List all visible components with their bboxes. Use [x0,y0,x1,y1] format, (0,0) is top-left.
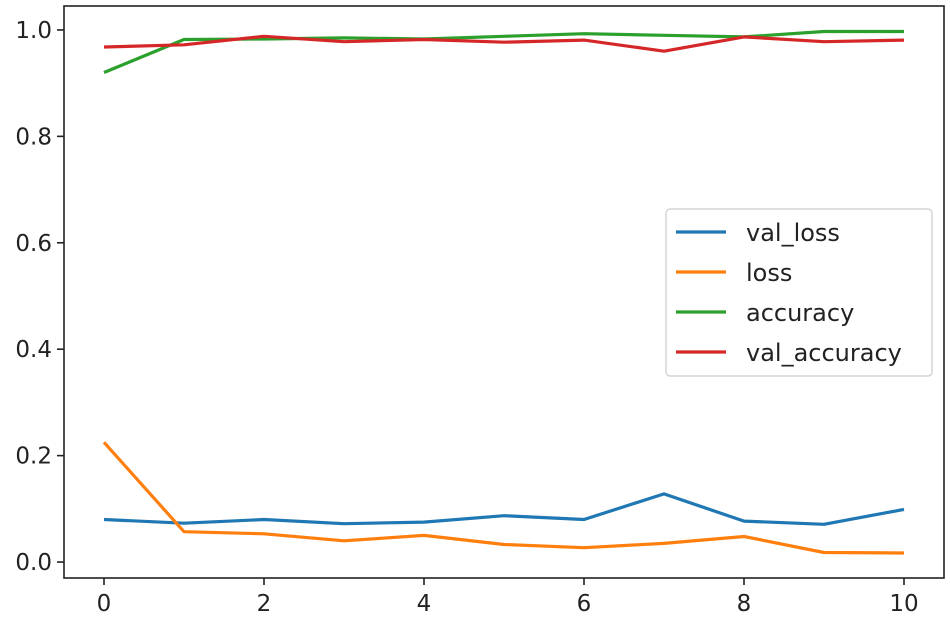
y-tick-label: 0.4 [15,337,52,363]
legend-label: accuracy [746,299,854,327]
series-line-val-loss [103,492,905,526]
axis-ticks: 0 2 4 6 8 10 0.0 0.2 0.4 0.6 0.8 1.0 [15,18,918,617]
y-tick-label: 0.8 [15,124,52,150]
x-tick-label: 4 [417,591,432,617]
legend-label: loss [746,259,792,287]
series-line-loss [102,441,905,555]
y-tick-label: 0.0 [15,550,52,576]
x-tick-label: 2 [257,591,272,617]
plot-area-frame [63,5,945,579]
x-tick-label: 6 [577,591,592,617]
series-line-val-accuracy [103,34,905,53]
x-tick-label: 8 [737,591,752,617]
y-tick-label: 0.2 [15,444,52,470]
legend-label: val_accuracy [746,339,902,367]
legend-label: val_loss [746,219,840,247]
y-tick-label: 0.6 [15,231,52,257]
y-tick-label: 1.0 [15,18,52,44]
x-tick-label: 0 [97,591,112,617]
series-lines [102,29,905,555]
series-line-accuracy [103,29,904,74]
legend-box [665,208,933,377]
x-tick-label: 10 [889,591,918,617]
